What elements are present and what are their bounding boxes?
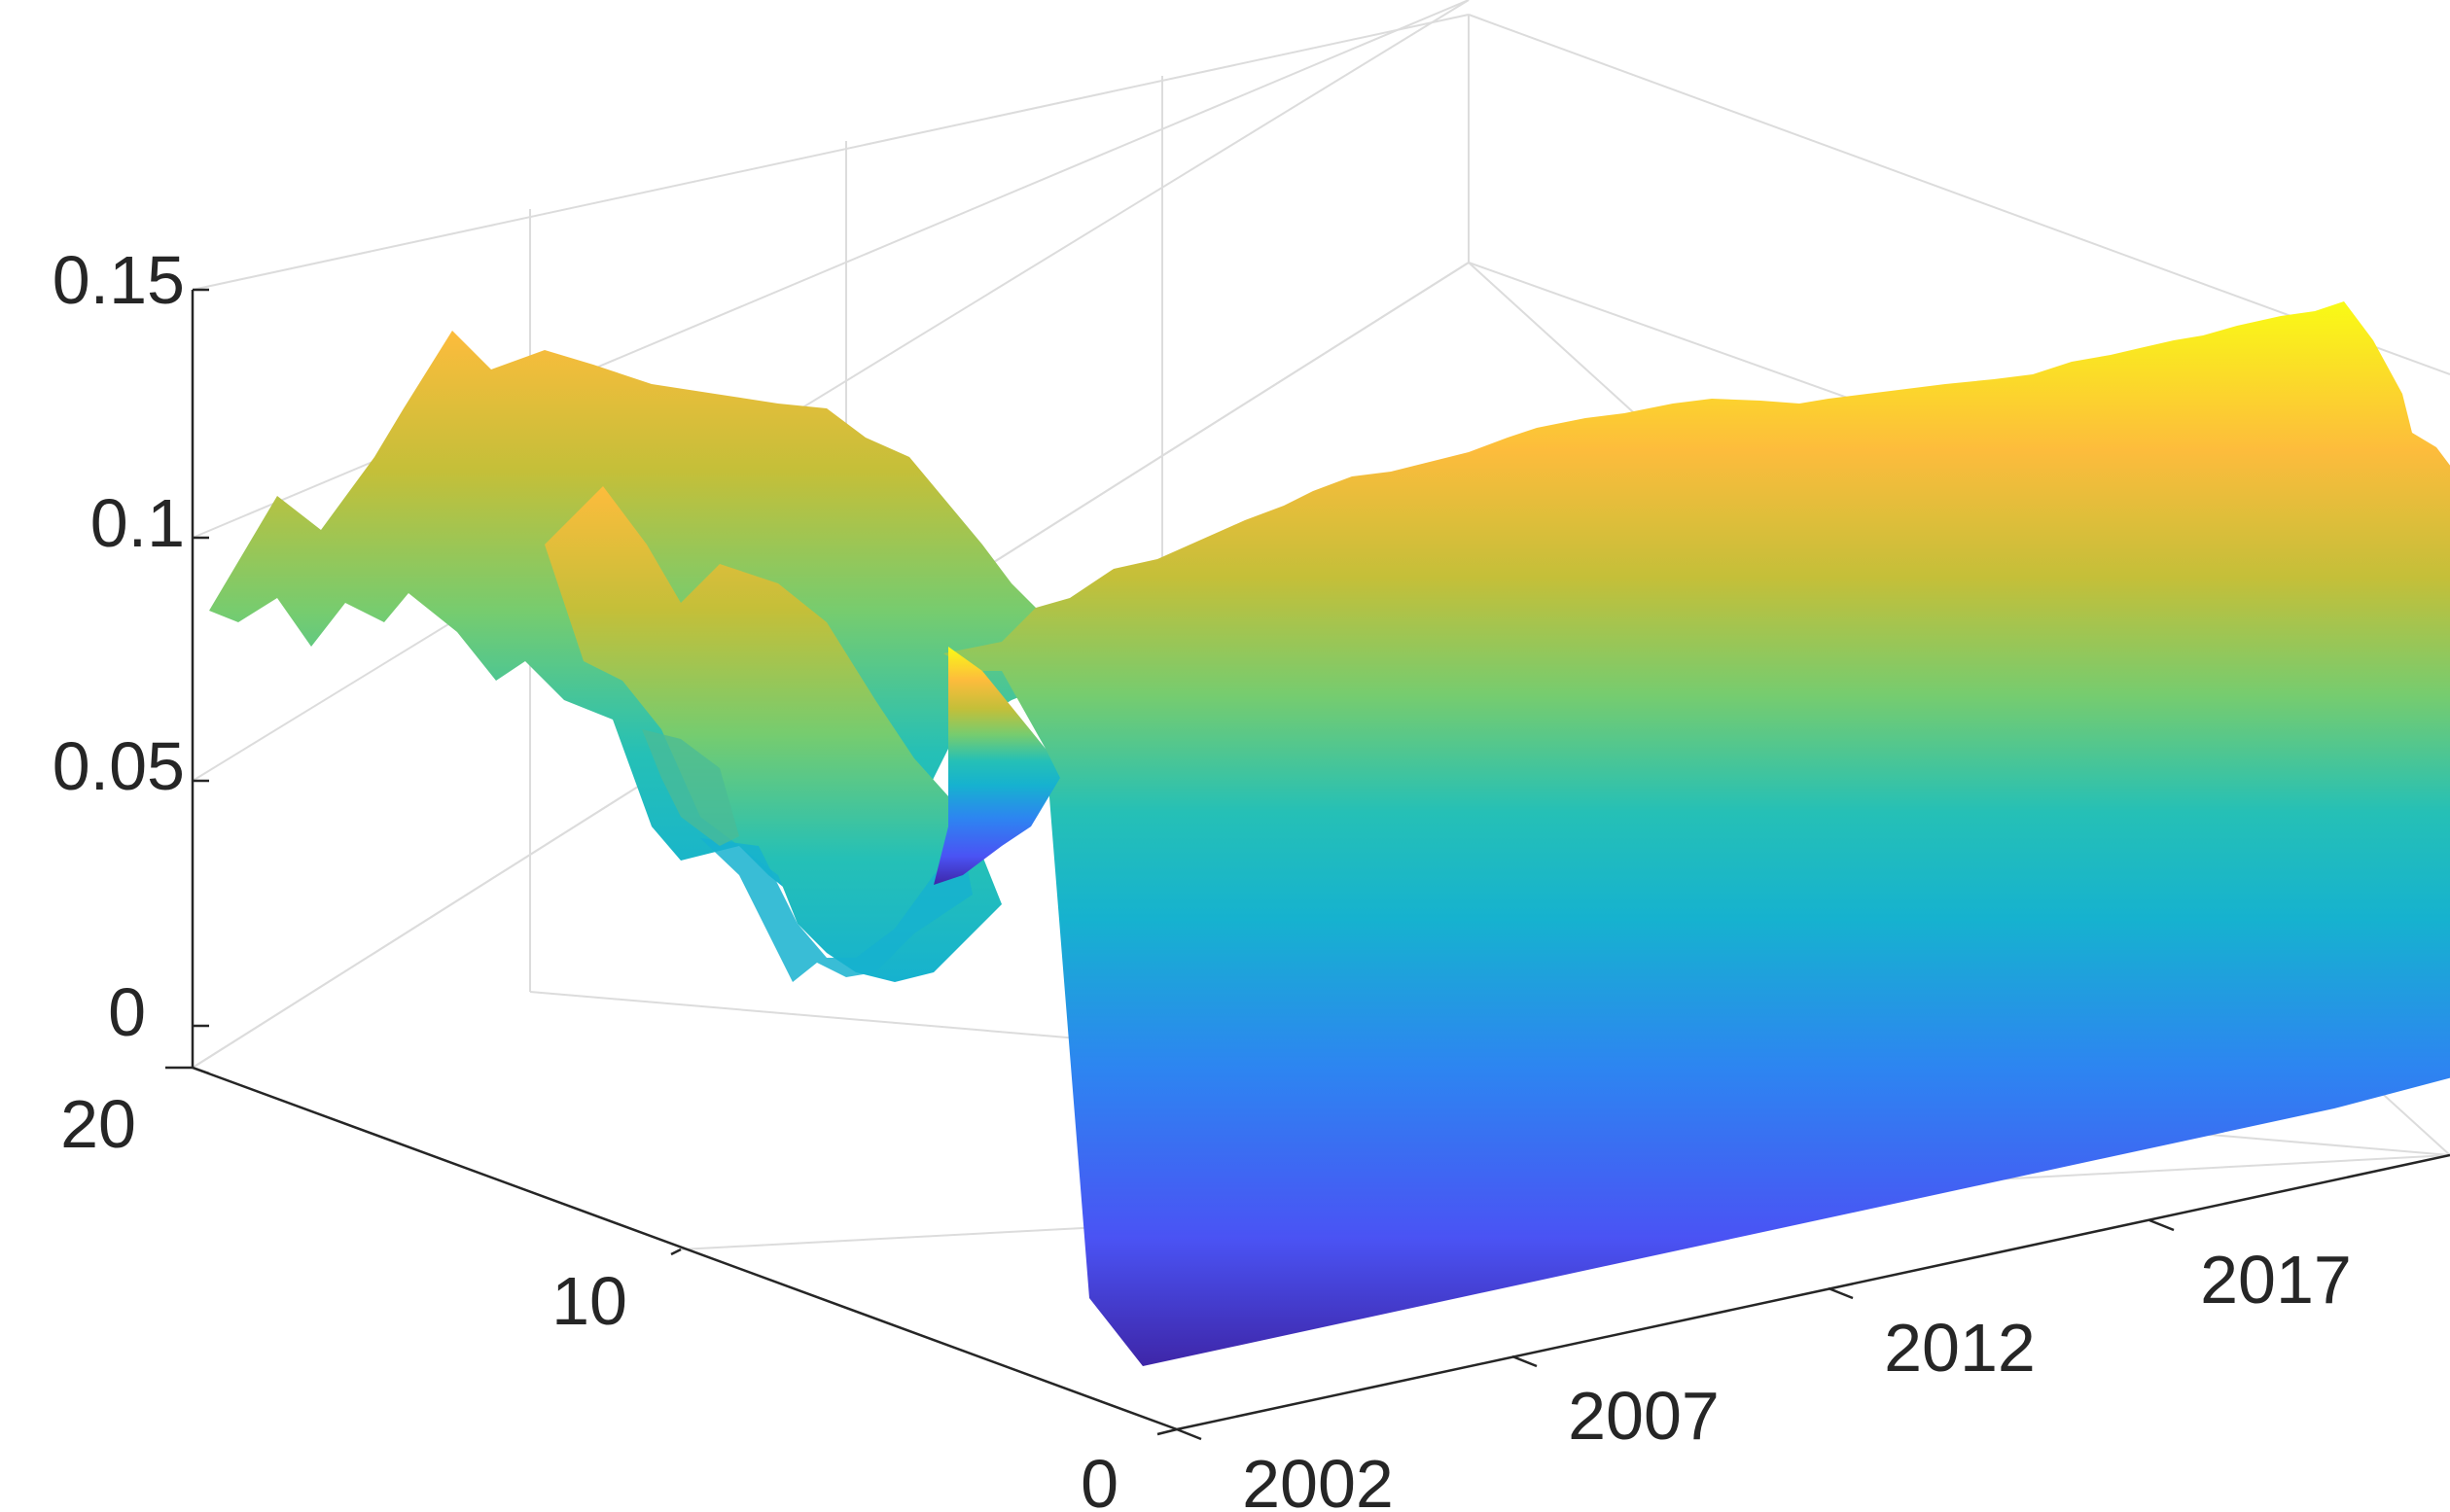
- z-tick-label: 0: [108, 974, 146, 1050]
- z-tick-label: 0.1: [90, 485, 185, 561]
- y-tick: [192, 1066, 210, 1075]
- y-tick-label: 20: [60, 1086, 136, 1162]
- x-tick: [1176, 1427, 1202, 1441]
- surface-patch-front-tail: [934, 647, 1060, 885]
- axes: [165, 288, 2450, 1441]
- x-tick-label: 2017: [2200, 1242, 2352, 1318]
- surface-front: [934, 301, 2450, 1366]
- y-tick: [670, 1248, 682, 1256]
- grid-line: [192, 0, 1470, 782]
- z-tick-label: 0.15: [53, 242, 185, 318]
- grid-line: [192, 14, 1470, 291]
- x-tick-labels: 2002 2007 2012 2017: [1242, 1242, 2352, 1512]
- y-axis-line: [192, 1066, 1178, 1431]
- surface-patch-back-lower: [545, 486, 1002, 982]
- surface-patch-trough: [700, 838, 973, 982]
- x-tick: [2148, 1218, 2175, 1232]
- z-tick-labels: 0.15 0.1 0.05 0: [53, 242, 185, 1050]
- x-tick: [1511, 1354, 1538, 1368]
- x-tick-label: 2002: [1242, 1446, 1394, 1512]
- surface-patch-front: [943, 301, 2450, 1366]
- y-tick: [1156, 1427, 1178, 1436]
- x-tick-label: 2012: [1884, 1310, 2036, 1386]
- surface-back: [209, 331, 1060, 982]
- y-tick-labels: 20 10 0: [60, 1086, 1118, 1512]
- surface-patch-mid: [642, 729, 739, 846]
- grid-line: [1468, 14, 2450, 375]
- x-tick-label: 2007: [1568, 1378, 1720, 1454]
- x-axis-line: [1176, 1153, 2450, 1431]
- z-tick-label: 0.05: [53, 728, 185, 804]
- x-tick: [1828, 1286, 1854, 1300]
- y-tick-label: 0: [1081, 1446, 1118, 1512]
- y-tick-label: 10: [551, 1263, 627, 1339]
